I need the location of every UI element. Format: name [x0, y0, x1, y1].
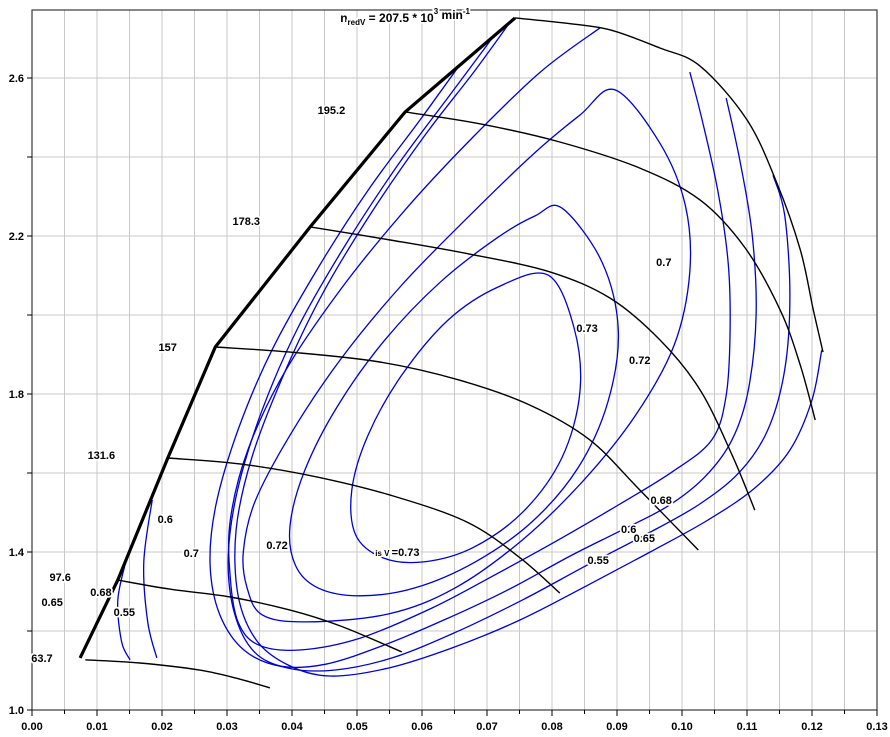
- speed-line-131.6: [167, 457, 561, 594]
- efficiency-contour-0.68: [227, 27, 731, 651]
- efficiency-label: 0.68: [90, 587, 111, 599]
- x-tick-label: 0.07: [476, 721, 497, 733]
- efficiency-label: 0.65: [634, 533, 655, 545]
- x-tick-label: 0.11: [737, 721, 758, 733]
- speed-line-178.3: [310, 226, 756, 511]
- speed-line-label: 195.2: [318, 105, 346, 117]
- speed-line-207.5: [514, 17, 824, 353]
- speed-line-157: [215, 346, 699, 551]
- efficiency-label: 0.55: [587, 555, 608, 567]
- efficiency-contour-0.7: [242, 88, 692, 623]
- efficiency-label: 0.73: [576, 323, 597, 335]
- speed-line-97.6: [117, 579, 403, 653]
- efficiency-label: 0.72: [629, 355, 650, 367]
- y-tick-label: 1.0: [9, 705, 24, 717]
- x-tick-label: 0.04: [281, 721, 303, 733]
- y-tick-label: 2.6: [9, 73, 24, 85]
- efficiency-label: 0.7: [656, 257, 671, 269]
- x-tick-label: 0.08: [541, 721, 562, 733]
- efficiency-contour-segment: [117, 559, 131, 661]
- x-tick-label: 0.09: [606, 721, 627, 733]
- x-tick-label: 0.01: [86, 721, 107, 733]
- efficiency-label: 0.55: [114, 607, 135, 619]
- y-tick-label: 2.2: [9, 231, 24, 243]
- x-tick-label: 0.02: [151, 721, 172, 733]
- chart-title: nredV = 207.5 * 103 min-1: [340, 7, 470, 27]
- efficiency-label: 0.6: [621, 524, 636, 536]
- y-tick-label: 1.8: [9, 389, 24, 401]
- speed-line-label: 178.3: [233, 216, 261, 228]
- efficiency-contour-0.6: [227, 37, 791, 672]
- x-tick-label: 0.03: [216, 721, 237, 733]
- efficiency-label: 0.68: [650, 495, 671, 507]
- x-tick-label: 0.13: [866, 721, 887, 733]
- speed-line-label: 63.7: [31, 653, 52, 665]
- x-tick-label: 0.10: [671, 721, 692, 733]
- x-tick-label: 0.06: [411, 721, 432, 733]
- efficiency-contour-0.73: [350, 272, 582, 564]
- x-tick-label: 0.00: [21, 721, 42, 733]
- speed-line-label: 97.6: [49, 572, 70, 584]
- efficiency-contour-0.72: [288, 204, 620, 597]
- speed-line-195.2: [404, 111, 816, 421]
- efficiency-label: 0.6: [158, 514, 173, 526]
- surge-line: [78, 16, 517, 659]
- efficiency-label: 0.72: [266, 540, 287, 552]
- efficiency-contour-0.65: [209, 64, 757, 669]
- speed-line-63.7: [85, 659, 271, 689]
- x-tick-label: 0.05: [346, 721, 367, 733]
- speed-line-label: 157: [158, 342, 176, 354]
- efficiency-label: 0.65: [41, 597, 62, 609]
- speed-line-label: 131.6: [88, 450, 116, 462]
- efficiency-contour-segment: [142, 499, 158, 659]
- y-tick-label: 1.4: [9, 547, 25, 559]
- efficiency-label: 0.7: [184, 548, 199, 560]
- efficiency-eta-label: is V =0.73: [375, 547, 419, 559]
- x-tick-label: 0.12: [801, 721, 822, 733]
